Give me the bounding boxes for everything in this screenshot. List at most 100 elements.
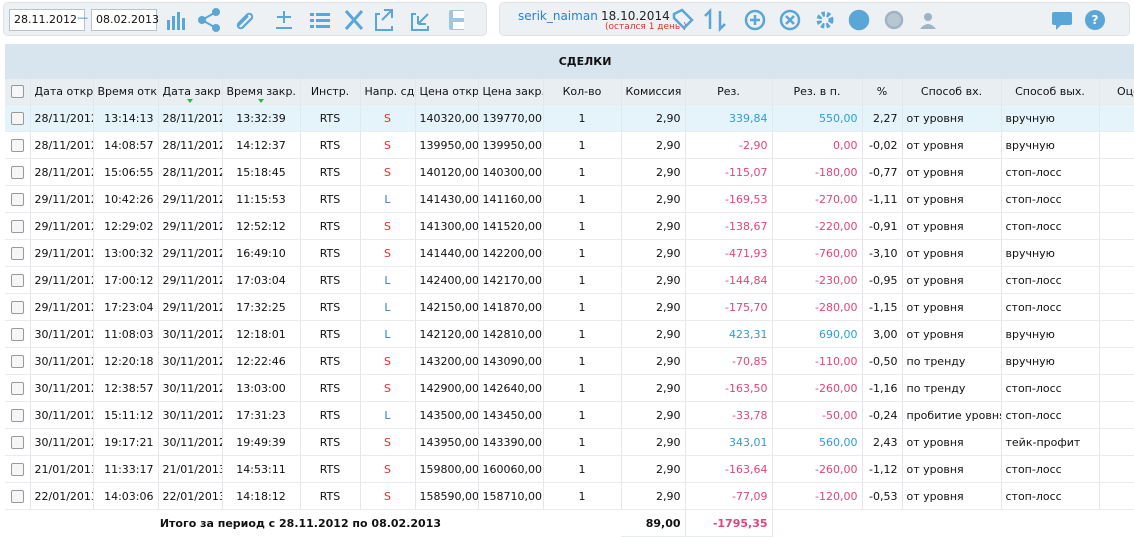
commission: 2,90: [621, 293, 686, 321]
column-header[interactable]: Инстр.: [300, 79, 361, 105]
instrument: RTS: [300, 131, 361, 159]
open-time: 12:29:02: [93, 212, 159, 240]
row-checkbox[interactable]: [5, 320, 31, 348]
column-header[interactable]: Способ вх.: [902, 79, 1002, 105]
close-price: 158710,00: [478, 482, 544, 510]
percent: 3,00: [862, 320, 903, 348]
result-points: -120,00: [772, 482, 863, 510]
deal-row[interactable]: 30/11/2012 11:08:03 30/11/2012 12:18:01 RTS L…: [5, 320, 1134, 348]
close-price: 160060,00: [478, 455, 544, 483]
deal-row[interactable]: 21/01/2013 11:33:17 21/01/2013 14:53:11 RTS S…: [5, 455, 1134, 483]
column-header[interactable]: Цена откр.: [415, 79, 479, 105]
column-header[interactable]: Время откр.: [93, 79, 159, 105]
quantity: 1: [543, 266, 622, 294]
open-price: 143500,00: [415, 401, 479, 429]
quantity: 1: [543, 293, 622, 321]
direction: L: [360, 266, 416, 294]
exit-method: вручную: [1001, 131, 1100, 159]
row-checkbox[interactable]: [5, 455, 31, 483]
cut-cell: [1099, 185, 1134, 213]
row-checkbox[interactable]: [5, 212, 31, 240]
deal-row[interactable]: 30/11/2012 15:11:12 30/11/2012 17:31:23 RTS L…: [5, 401, 1134, 429]
open-date: 29/11/2012: [30, 239, 94, 267]
row-checkbox[interactable]: [5, 185, 31, 213]
deal-row[interactable]: 28/11/2012 15:06:55 28/11/2012 15:18:45 RTS S…: [5, 158, 1134, 186]
row-checkbox[interactable]: [5, 428, 31, 456]
column-header[interactable]: Напр. сд.: [360, 79, 416, 105]
column-header[interactable]: Дата закр.: [158, 79, 223, 105]
cut-cell: [1099, 293, 1134, 321]
deal-row[interactable]: 29/11/2012 13:00:32 29/11/2012 16:49:10 RTS S…: [5, 239, 1134, 267]
header-checkbox[interactable]: [5, 79, 31, 105]
column-header[interactable]: %: [862, 79, 903, 105]
deal-row[interactable]: 30/11/2012 12:20:18 30/11/2012 12:22:46 RTS S…: [5, 347, 1134, 375]
open-date: 29/11/2012: [30, 185, 94, 213]
deal-row[interactable]: 28/11/2012 13:14:13 28/11/2012 13:32:39 RTS S…: [5, 104, 1134, 132]
instrument: RTS: [300, 347, 361, 375]
result: -169,53: [685, 185, 773, 213]
deal-row[interactable]: 30/11/2012 12:38:57 30/11/2012 13:03:00 RTS S…: [5, 374, 1134, 402]
commission: 2,90: [621, 320, 686, 348]
close-time: 16:49:10: [222, 239, 301, 267]
exit-method: вручную: [1001, 239, 1100, 267]
deal-row[interactable]: 30/11/2012 19:17:21 30/11/2012 19:49:39 RTS S…: [5, 428, 1134, 456]
column-header[interactable]: Кол-во: [543, 79, 622, 105]
row-checkbox[interactable]: [5, 131, 31, 159]
open-date: 28/11/2012: [30, 104, 94, 132]
direction: S: [360, 347, 416, 375]
percent: 2,43: [862, 428, 903, 456]
toolbar-icons[interactable]: [164, 8, 464, 32]
row-checkbox[interactable]: [5, 374, 31, 402]
column-header[interactable]: Способ вых.: [1001, 79, 1100, 105]
deal-row[interactable]: 22/01/2013 14:03:06 22/01/2013 14:18:12 RTS S…: [5, 482, 1134, 510]
toolbar-right: serik_naiman 18.10.2014 (остался 1 день …: [499, 2, 1130, 36]
close-date: 28/11/2012: [158, 131, 223, 159]
column-header[interactable]: Цена закр.: [478, 79, 544, 105]
direction: L: [360, 293, 416, 321]
open-time: 19:17:21: [93, 428, 159, 456]
close-date: 28/11/2012: [158, 158, 223, 186]
deal-row[interactable]: 29/11/2012 17:23:04 29/11/2012 17:32:25 RTS L…: [5, 293, 1134, 321]
open-date: 30/11/2012: [30, 428, 94, 456]
row-checkbox[interactable]: [5, 158, 31, 186]
result: -471,93: [685, 239, 773, 267]
date-from-input[interactable]: 28.11.2012: [9, 9, 85, 31]
date-to-input[interactable]: 08.02.2013: [91, 9, 159, 31]
deal-row[interactable]: 29/11/2012 12:29:02 29/11/2012 12:52:12 RTS S…: [5, 212, 1134, 240]
column-header[interactable]: Дата откр.: [30, 79, 94, 105]
deal-row[interactable]: 29/11/2012 10:42:26 29/11/2012 11:15:53 RTS L…: [5, 185, 1134, 213]
row-checkbox[interactable]: [5, 104, 31, 132]
column-header[interactable]: Оцен: [1099, 79, 1134, 105]
column-header[interactable]: Рез. в п.: [772, 79, 863, 105]
close-date: 29/11/2012: [158, 266, 223, 294]
instrument: RTS: [300, 401, 361, 429]
result-points: -270,00: [772, 185, 863, 213]
open-date: 29/11/2012: [30, 266, 94, 294]
column-header[interactable]: Комиссия: [621, 79, 686, 105]
open-time: 15:06:55: [93, 158, 159, 186]
column-header[interactable]: Время закр.: [222, 79, 301, 105]
quantity: 1: [543, 374, 622, 402]
deal-row[interactable]: 29/11/2012 17:00:12 29/11/2012 17:03:04 RTS L…: [5, 266, 1134, 294]
row-checkbox[interactable]: [5, 266, 31, 294]
row-checkbox[interactable]: [5, 239, 31, 267]
result-points: -50,00: [772, 401, 863, 429]
direction: S: [360, 455, 416, 483]
toolbar-icons-right[interactable]: ?: [670, 8, 1110, 32]
cut-cell: [1099, 266, 1134, 294]
open-time: 10:42:26: [93, 185, 159, 213]
commission: 2,90: [621, 347, 686, 375]
percent: -0,24: [862, 401, 903, 429]
row-checkbox[interactable]: [5, 293, 31, 321]
column-header[interactable]: Рез.: [685, 79, 773, 105]
open-date: 30/11/2012: [30, 347, 94, 375]
footer-commission: 89,00: [621, 509, 686, 537]
deal-row[interactable]: 28/11/2012 14:08:57 28/11/2012 14:12:37 RTS S…: [5, 131, 1134, 159]
row-checkbox[interactable]: [5, 401, 31, 429]
row-checkbox[interactable]: [5, 482, 31, 510]
entry-method: по тренду: [902, 347, 1002, 375]
user-link[interactable]: serik_naiman: [518, 9, 598, 23]
exit-method: вручную: [1001, 320, 1100, 348]
row-checkbox[interactable]: [5, 347, 31, 375]
deals-table: СДЕЛКИ Дата откр.Время откр.Дата закр.Вр…: [5, 44, 1134, 537]
